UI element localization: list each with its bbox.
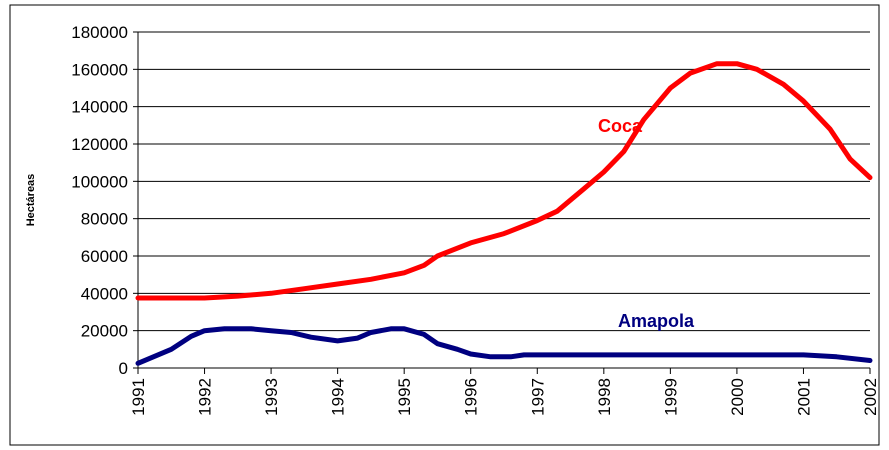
y-tick-label: 160000 bbox=[71, 60, 128, 79]
y-tick-label: 20000 bbox=[81, 322, 128, 341]
series-label: Amapola bbox=[618, 311, 695, 331]
x-tick-label: 1997 bbox=[528, 378, 547, 416]
x-tick-label: 2002 bbox=[861, 378, 880, 416]
series-label: Coca bbox=[598, 116, 643, 136]
x-tick-label: 1991 bbox=[129, 378, 148, 416]
y-tick-label: 60000 bbox=[81, 247, 128, 266]
line-series bbox=[135, 326, 873, 366]
x-tick-label: 2001 bbox=[794, 378, 813, 416]
x-tick-label: 1994 bbox=[329, 378, 348, 416]
x-tick-label: 1998 bbox=[595, 378, 614, 416]
x-tick-label: 1992 bbox=[196, 378, 215, 416]
x-tick-label: 2000 bbox=[728, 378, 747, 416]
y-tick-label: 100000 bbox=[71, 172, 128, 191]
y-tick-label: 40000 bbox=[81, 284, 128, 303]
x-tick-label: 1999 bbox=[661, 378, 680, 416]
y-tick-label: 0 bbox=[119, 359, 128, 378]
y-tick-label: 180000 bbox=[71, 23, 128, 42]
y-tick-label: 120000 bbox=[71, 135, 128, 154]
line-series bbox=[135, 61, 873, 301]
chart-frame bbox=[9, 4, 880, 446]
x-tick-label: 1995 bbox=[395, 378, 414, 416]
x-tick-label: 1996 bbox=[462, 378, 481, 416]
x-tick-label: 1993 bbox=[262, 378, 281, 416]
y-axis-label: Hectáreas bbox=[25, 174, 37, 227]
y-tick-label: 140000 bbox=[71, 98, 128, 117]
y-tick-label: 80000 bbox=[81, 210, 128, 229]
